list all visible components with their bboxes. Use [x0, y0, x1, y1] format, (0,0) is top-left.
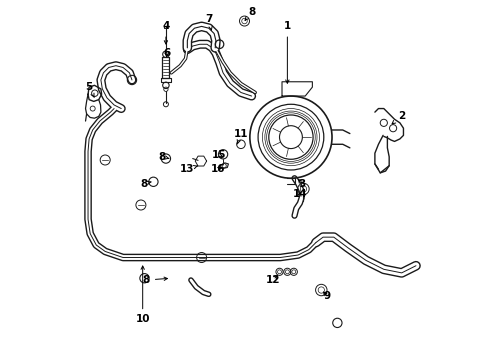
Text: 8: 8	[142, 275, 167, 285]
Text: 14: 14	[292, 189, 306, 199]
Text: 10: 10	[135, 266, 150, 324]
Text: 15: 15	[212, 150, 226, 160]
Text: 1: 1	[283, 21, 290, 83]
Text: 8: 8	[244, 7, 255, 20]
Text: 3: 3	[297, 179, 305, 189]
Text: 8: 8	[159, 152, 168, 162]
Text: 13: 13	[180, 164, 197, 174]
Text: 4: 4	[162, 21, 169, 44]
Text: 16: 16	[210, 164, 224, 174]
Text: 12: 12	[265, 275, 280, 285]
Text: 6: 6	[163, 48, 170, 58]
Text: 9: 9	[323, 291, 329, 301]
Text: 8: 8	[141, 179, 151, 189]
Text: 7: 7	[204, 14, 212, 30]
Text: 5: 5	[85, 82, 94, 98]
Text: 2: 2	[391, 111, 405, 124]
Text: 11: 11	[233, 129, 248, 144]
